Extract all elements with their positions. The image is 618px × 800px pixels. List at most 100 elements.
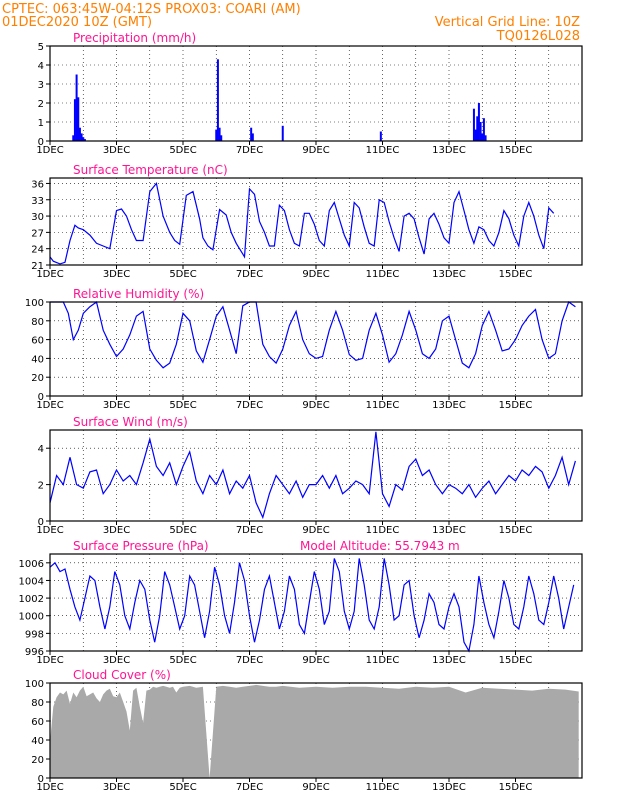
ytick-label: 1000 <box>19 612 44 623</box>
ytick-label: 3 <box>38 80 44 91</box>
xtick-label: 7DEC <box>236 400 263 411</box>
panel-title: Relative Humidity (%) <box>73 287 204 301</box>
xtick-label: 15DEC <box>499 782 533 793</box>
precip-bar <box>78 127 81 141</box>
xtick-label: 9DEC <box>302 269 329 280</box>
ytick-label: 100 <box>25 298 44 309</box>
panel-frame <box>49 177 583 266</box>
series-line <box>50 300 576 369</box>
xtick-label: 1DEC <box>36 400 63 411</box>
xtick-label: 11DEC <box>366 145 400 156</box>
ytick-label: 30 <box>31 212 44 223</box>
xtick-label: 13DEC <box>432 269 466 280</box>
xtick-label: 11DEC <box>366 400 400 411</box>
header-line1: CPTEC: 063:45W-04:12S PROX03: COARI (AM) <box>2 2 301 17</box>
precip-bar <box>250 127 253 141</box>
ytick-label: 0 <box>38 392 44 403</box>
panel-title: Surface Pressure (hPa) <box>73 539 209 553</box>
xtick-label: 5DEC <box>169 145 196 156</box>
xtick-label: 13DEC <box>432 655 466 666</box>
xtick-label: 11DEC <box>366 525 400 536</box>
ytick-label: 0 <box>38 137 44 148</box>
precip-bar <box>215 129 218 141</box>
xtick-label: 7DEC <box>236 525 263 536</box>
precip-bar <box>484 135 487 141</box>
series-line <box>49 182 555 265</box>
xtick-label: 5DEC <box>169 525 196 536</box>
precip-bar <box>379 131 382 141</box>
panel-3: 0 20 40 60 80 100 1DEC 3DEC 5DEC 7DEC 9DEC 11DEC 13D… <box>25 287 583 411</box>
xtick-label: 7DEC <box>236 269 263 280</box>
precip-bar <box>481 133 484 141</box>
xtick-label: 11DEC <box>366 269 400 280</box>
xtick-label: 1DEC <box>36 655 63 666</box>
ytick-label: 60 <box>31 717 44 728</box>
xtick-label: 9DEC <box>302 782 329 793</box>
xtick-label: 11DEC <box>366 782 400 793</box>
precip-bar <box>477 103 480 141</box>
header-model: TQ0126L028 <box>496 29 580 44</box>
header-date: 01DEC2020 10Z (GMT) <box>2 15 152 30</box>
ytick-label: 1006 <box>19 559 44 570</box>
ytick-label: 40 <box>31 736 44 747</box>
ytick-label: 996 <box>25 647 44 658</box>
xtick-label: 9DEC <box>302 145 329 156</box>
ytick-label: 5 <box>38 42 44 53</box>
xtick-label: 3DEC <box>103 400 130 411</box>
precip-bar <box>476 116 479 141</box>
panel-title: Cloud Cover (%) <box>73 668 171 682</box>
precip-bar <box>482 118 485 141</box>
xtick-label: 3DEC <box>103 269 130 280</box>
xtick-label: 5DEC <box>169 782 196 793</box>
precip-bar <box>72 135 75 141</box>
precip-bar <box>82 137 85 141</box>
ytick-label: 36 <box>31 179 44 190</box>
precip-bar <box>77 97 80 141</box>
xtick-label: 1DEC <box>36 269 63 280</box>
xtick-label: 5DEC <box>169 269 196 280</box>
xtick-label: 15DEC <box>499 269 533 280</box>
ytick-label: 1 <box>38 118 44 129</box>
xtick-label: 1DEC <box>36 525 63 536</box>
xtick-label: 3DEC <box>103 782 130 793</box>
panel-1: 0 1 2 3 4 5 1DEC 3DEC 5DEC 7DEC 9DEC 11DEC 13DEC 15DE… <box>36 31 583 156</box>
panel-title: Surface Temperature (nC) <box>73 163 228 177</box>
xtick-label: 3DEC <box>103 655 130 666</box>
panel-4: 0 2 4 1DEC 3DEC 5DEC 7DEC 9DEC 11DEC 13DEC 15DEC Su… <box>36 415 583 536</box>
ytick-label: 1004 <box>19 576 44 587</box>
ytick-label: 4 <box>38 444 44 455</box>
xtick-label: 7DEC <box>236 145 263 156</box>
ytick-label: 100 <box>25 679 44 690</box>
xtick-label: 7DEC <box>236 782 263 793</box>
xtick-label: 13DEC <box>432 525 466 536</box>
ytick-label: 33 <box>31 196 44 207</box>
ytick-label: 40 <box>31 354 44 365</box>
precip-bar <box>251 133 254 141</box>
cloud-area <box>50 684 579 778</box>
precip-bar <box>472 108 475 141</box>
ytick-label: 4 <box>38 61 44 72</box>
xtick-label: 13DEC <box>432 400 466 411</box>
xtick-label: 1DEC <box>36 145 63 156</box>
xtick-label: 1DEC <box>36 782 63 793</box>
xtick-label: 7DEC <box>236 655 263 666</box>
ytick-label: 0 <box>38 774 44 785</box>
xtick-label: 15DEC <box>499 655 533 666</box>
xtick-label: 15DEC <box>499 525 533 536</box>
precip-bar <box>479 122 482 141</box>
precip-bar <box>75 74 78 141</box>
ytick-label: 1002 <box>19 594 44 605</box>
panel-5: 996 998 1000 1002 1004 1006 1DEC 3DEC 5DEC 7DEC 9D… <box>19 539 583 666</box>
panel-6: 0 20 40 60 80 100 1DEC 3DEC 5DEC 7DEC 9DEC 11DEC 13D… <box>25 668 583 793</box>
ytick-label: 80 <box>31 698 44 709</box>
precip-bar <box>80 133 83 141</box>
xtick-label: 9DEC <box>302 525 329 536</box>
panel-2: 21 24 27 30 33 36 1DEC 3DEC 5DEC 7DEC 9DEC 11DEC 13D… <box>31 163 583 280</box>
panel-title: Surface Wind (m/s) <box>73 415 188 429</box>
xtick-label: 9DEC <box>302 655 329 666</box>
precip-bar <box>73 99 76 141</box>
ytick-label: 0 <box>38 517 44 528</box>
panel-title: Precipitation (mm/h) <box>73 31 196 45</box>
precip-bar <box>281 125 284 141</box>
xtick-label: 15DEC <box>499 145 533 156</box>
